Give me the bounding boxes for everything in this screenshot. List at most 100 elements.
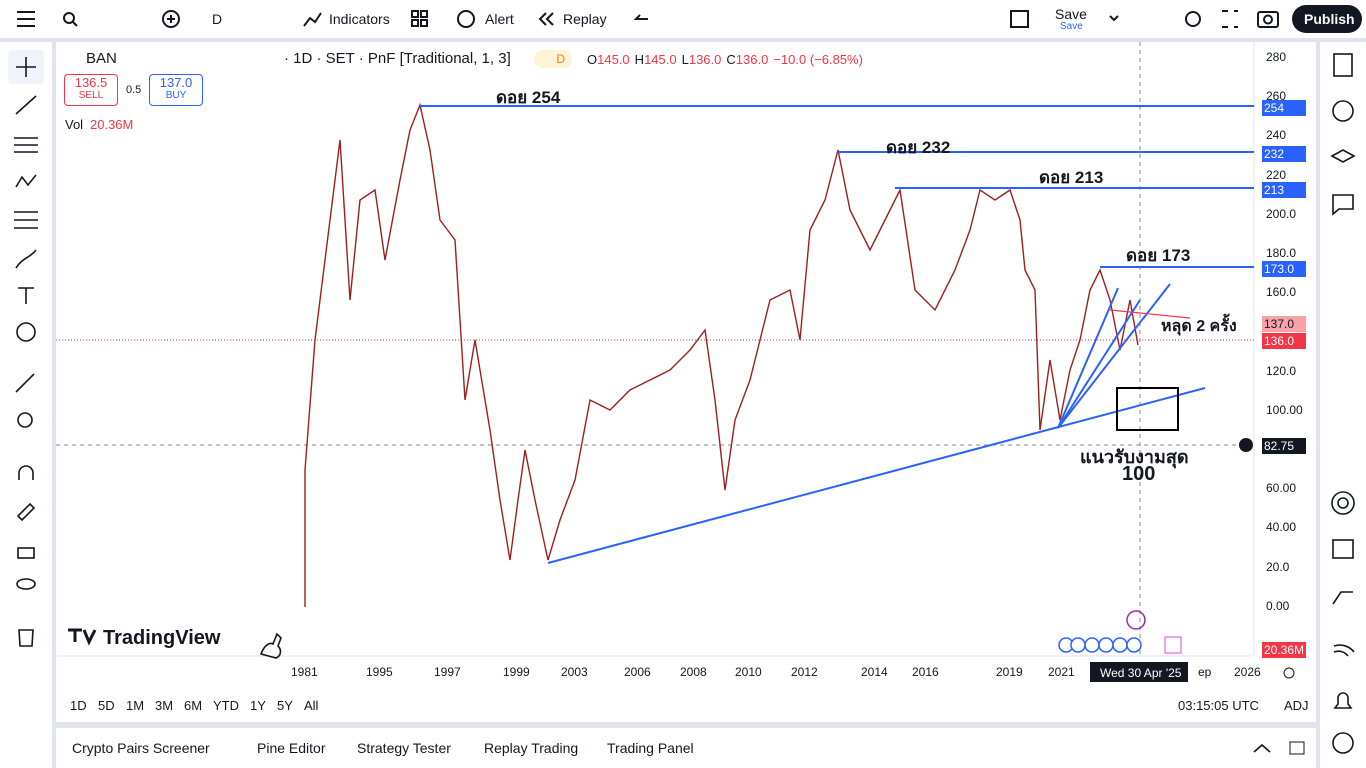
top-toolbar: D Indicators Alert Replay Save Save Publ… bbox=[0, 0, 1366, 38]
time-label: 2026 bbox=[1234, 665, 1261, 679]
time-label: 1981 bbox=[291, 665, 318, 679]
time-label: 1997 bbox=[434, 665, 461, 679]
time-label: 2008 bbox=[680, 665, 707, 679]
toolbar-icons bbox=[17, 5, 1362, 33]
vol-label: Vol bbox=[65, 117, 84, 132]
indicators[interactable]: Indicators bbox=[329, 11, 390, 27]
annotation: 100 bbox=[1122, 463, 1156, 485]
price-label: 280 bbox=[1266, 50, 1287, 64]
time-label: 2021 bbox=[1048, 665, 1075, 679]
symbol: BAN bbox=[86, 50, 117, 67]
bottom-tab[interactable]: Strategy Tester bbox=[357, 740, 451, 756]
range-button[interactable]: 6M bbox=[184, 698, 203, 713]
annotation: ดอย 173 bbox=[1126, 246, 1191, 265]
bottom-tab[interactable]: Trading Panel bbox=[607, 740, 694, 756]
symbol-info: · 1D · SET · PnF [Traditional, 1, 3] bbox=[284, 50, 511, 67]
bottom-tab[interactable]: Replay Trading bbox=[484, 740, 579, 756]
bottom-panel: Crypto Pairs Screener Pine Editor Strategy… bbox=[56, 728, 1316, 768]
change: −10.0 (−6.85%) bbox=[773, 52, 863, 67]
time-label: ep bbox=[1198, 665, 1212, 679]
price-label: 200.0 bbox=[1266, 206, 1297, 221]
range-button[interactable]: YTD bbox=[213, 698, 239, 713]
buy-label: BUY bbox=[165, 90, 187, 101]
sidebar-icons bbox=[1330, 53, 1356, 754]
annotation: หลุด 2 ครั้ง bbox=[1161, 318, 1237, 335]
time-label: 2016 bbox=[912, 665, 939, 679]
save-sub: Save bbox=[1060, 21, 1083, 32]
range-button[interactable]: 3M bbox=[155, 698, 174, 713]
logo: TradingView bbox=[103, 627, 221, 649]
range-button[interactable]: 5Y bbox=[277, 698, 293, 713]
time-label: 2019 bbox=[996, 665, 1023, 679]
interval[interactable]: D bbox=[212, 11, 223, 27]
publish-button[interactable] bbox=[1292, 5, 1362, 33]
price-badge: 20.36M bbox=[1262, 642, 1306, 658]
right-sidebar bbox=[1320, 42, 1366, 768]
time-label: 1999 bbox=[503, 665, 530, 679]
time-label: 2010 bbox=[735, 665, 762, 679]
price-label: 220 bbox=[1266, 167, 1287, 182]
tool-icons bbox=[8, 50, 44, 647]
save[interactable]: Save bbox=[1055, 6, 1087, 22]
price-badge: 173.0 bbox=[1262, 261, 1306, 277]
ohlc-value: 136.0 bbox=[688, 52, 722, 67]
ohlc: O145.0 H145.0 L136.0 C136.0 −10.0 (−6.85%) bbox=[587, 52, 863, 67]
price-badge: 232 bbox=[1262, 146, 1306, 162]
sell-label: SELL bbox=[78, 90, 104, 101]
ohlc-key: O bbox=[587, 52, 598, 67]
bottom-tab[interactable]: Pine Editor bbox=[257, 740, 326, 756]
price-label: 0.00 bbox=[1266, 598, 1290, 613]
badge-text: D bbox=[556, 52, 565, 66]
range-button[interactable]: 5D bbox=[98, 698, 115, 713]
price-label: 160.0 bbox=[1266, 285, 1297, 300]
range-button[interactable]: All bbox=[304, 698, 319, 713]
sell-button[interactable]: 136.5 SELL bbox=[64, 74, 118, 106]
price-label: 100.00 bbox=[1266, 402, 1303, 417]
range-button[interactable]: 1D bbox=[70, 698, 87, 713]
range-button[interactable]: 1M bbox=[126, 698, 145, 713]
adj[interactable]: ADJ bbox=[1284, 698, 1309, 713]
crosshair-date: Wed 30 Apr '25 bbox=[1100, 666, 1182, 680]
price-label: 180.0 bbox=[1266, 246, 1297, 260]
drawing-toolbar bbox=[0, 42, 52, 768]
publish[interactable]: Publish bbox=[1304, 11, 1355, 27]
price-label: 260 bbox=[1266, 89, 1287, 104]
time-label: 2006 bbox=[624, 665, 651, 679]
price-label: 20.0 bbox=[1266, 559, 1290, 574]
price-badge: 82.75 bbox=[1262, 438, 1306, 454]
replay[interactable]: Replay bbox=[563, 11, 607, 27]
price-badge: 254 bbox=[1262, 100, 1306, 116]
buy-price: 137.0 bbox=[159, 75, 193, 90]
annotation: แนวรับงามสุด bbox=[1080, 447, 1189, 467]
price-badge: 137.0 bbox=[1262, 316, 1306, 332]
alert[interactable]: Alert bbox=[485, 11, 514, 27]
price-line bbox=[304, 102, 1139, 607]
spread: 0.5 bbox=[126, 84, 142, 96]
ohlc-key: L bbox=[681, 52, 689, 67]
clock: 03:15:05 UTC bbox=[1178, 698, 1259, 713]
vol-value: 20.36M bbox=[90, 117, 134, 132]
ohlc-key: H bbox=[634, 52, 645, 67]
price-badge: 213 bbox=[1262, 182, 1306, 198]
buy-button[interactable]: 137.0 BUY bbox=[149, 74, 203, 106]
chart bbox=[56, 42, 1295, 682]
time-label: 2003 bbox=[561, 665, 588, 679]
price-badge: 136.0 bbox=[1262, 333, 1306, 349]
bottom-icons bbox=[1253, 741, 1305, 755]
price-label: 120.0 bbox=[1266, 363, 1297, 378]
session-badge: D bbox=[534, 50, 572, 68]
time-label: 2012 bbox=[791, 665, 818, 679]
time-label: 2014 bbox=[861, 665, 888, 679]
ohlc-value: 145.0 bbox=[644, 52, 677, 67]
annotation: ดอย 232 bbox=[886, 138, 951, 157]
ohlc-value: 145.0 bbox=[597, 52, 630, 67]
price-label: 60.00 bbox=[1266, 481, 1297, 496]
time-label: 1995 bbox=[366, 665, 393, 679]
bottom-tab[interactable]: Crypto Pairs Screener bbox=[72, 740, 210, 756]
range-button[interactable]: 1Y bbox=[250, 698, 266, 713]
ohlc-key: C bbox=[726, 52, 736, 67]
chart-pane: BAN · 1D · SET · PnF [Traditional, 1, 3]… bbox=[56, 42, 1316, 722]
sell-price: 136.5 bbox=[74, 75, 108, 90]
ohlc-value: 136.0 bbox=[735, 52, 769, 67]
